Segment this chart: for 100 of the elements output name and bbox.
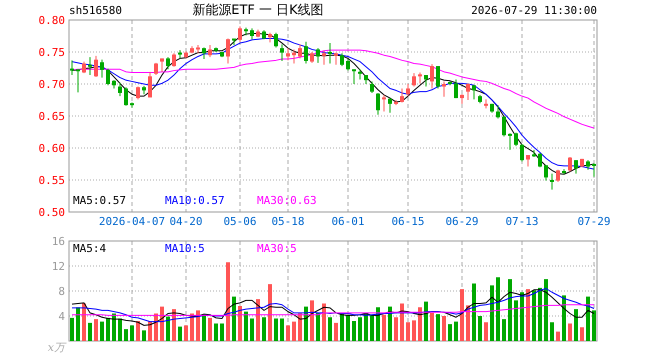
candlestick (304, 41, 308, 64)
bar (148, 322, 152, 341)
candlestick (202, 47, 206, 60)
bar (250, 318, 254, 341)
bar (220, 324, 224, 341)
candlestick (436, 66, 440, 89)
text: MA5:0.57 (73, 194, 126, 207)
candlestick (226, 38, 230, 64)
bar (436, 314, 440, 341)
x-tick-label: 06-15 (391, 215, 425, 228)
candlestick (370, 80, 374, 94)
bar (418, 307, 422, 341)
bar (244, 312, 248, 341)
y-tick-label: 16 (52, 234, 65, 248)
candlestick (514, 132, 518, 147)
bar (118, 318, 122, 341)
candlestick (406, 84, 410, 97)
bar (82, 304, 86, 341)
candlestick (208, 44, 212, 58)
bar (160, 306, 164, 341)
bar (286, 325, 290, 341)
candlestick (100, 59, 104, 78)
bar (586, 296, 590, 341)
bar (562, 295, 566, 341)
x-tick-label: 07-13 (505, 215, 539, 228)
y-tick-label: 0.65 (38, 110, 65, 123)
bar (388, 306, 392, 341)
candlestick (160, 58, 164, 72)
bar (208, 318, 212, 341)
bar (424, 302, 428, 341)
candlestick (286, 48, 290, 61)
x-tick-label: 2026-04-07 (98, 215, 166, 228)
bar (490, 285, 494, 341)
candlestick (94, 55, 98, 78)
bar (574, 309, 578, 341)
y-tick-label: 0.50 (38, 206, 65, 219)
bar (112, 314, 116, 341)
bar (178, 326, 182, 341)
bar (370, 315, 374, 341)
bar (502, 319, 506, 341)
candlestick (400, 88, 404, 104)
bar (472, 284, 476, 341)
bar (190, 314, 194, 341)
bar (346, 315, 350, 341)
candlestick (388, 98, 392, 114)
candlestick (508, 132, 512, 150)
bar (334, 322, 338, 341)
candlestick (280, 44, 284, 62)
text: 2026-07-29 11:30:00 (471, 4, 597, 17)
bar (70, 318, 74, 341)
bar (202, 315, 206, 341)
candlestick (328, 42, 332, 64)
bar (292, 322, 296, 341)
bar (400, 304, 404, 341)
bar (538, 288, 542, 341)
candlestick (346, 58, 350, 72)
bar (466, 305, 470, 341)
candlestick (592, 162, 596, 178)
candlestick (292, 48, 296, 64)
bar (142, 330, 146, 341)
candlestick (586, 160, 590, 170)
candlestick (568, 156, 572, 172)
candlestick (460, 94, 464, 104)
chart-title: 新能源ETF 一 日K线图 (192, 3, 324, 18)
candlestick (136, 86, 140, 100)
candlestick (316, 48, 320, 64)
candlestick (424, 74, 428, 88)
bar (304, 306, 308, 341)
bar (196, 310, 200, 341)
candlestick (430, 64, 434, 89)
candlestick (358, 68, 362, 80)
bar (298, 314, 302, 341)
y-tick-label: 12 (52, 260, 65, 273)
bar (454, 322, 458, 341)
bar (94, 319, 98, 341)
x-tick-label: 05-18 (271, 215, 305, 228)
text: MA30:0.63 (257, 194, 317, 207)
bar (568, 324, 572, 341)
x-tick-label: 06-01 (331, 215, 365, 228)
bar (508, 279, 512, 341)
bar (430, 312, 434, 341)
bar (580, 327, 584, 341)
candlestick (466, 82, 470, 100)
bar (496, 277, 500, 341)
bar (184, 325, 188, 341)
x-tick-label: 05-06 (223, 215, 257, 228)
bar (280, 318, 284, 341)
candlestick (118, 82, 122, 97)
bar (130, 325, 134, 341)
text: MA30:5 (257, 242, 297, 255)
candlestick (520, 144, 524, 162)
candlestick (238, 26, 242, 42)
candlestick (502, 116, 506, 137)
bar (412, 320, 416, 341)
bar (76, 307, 80, 341)
bar (88, 322, 92, 341)
candlestick (412, 72, 416, 88)
candlestick (310, 52, 314, 64)
candlestick (496, 104, 500, 120)
candlestick (268, 32, 272, 43)
